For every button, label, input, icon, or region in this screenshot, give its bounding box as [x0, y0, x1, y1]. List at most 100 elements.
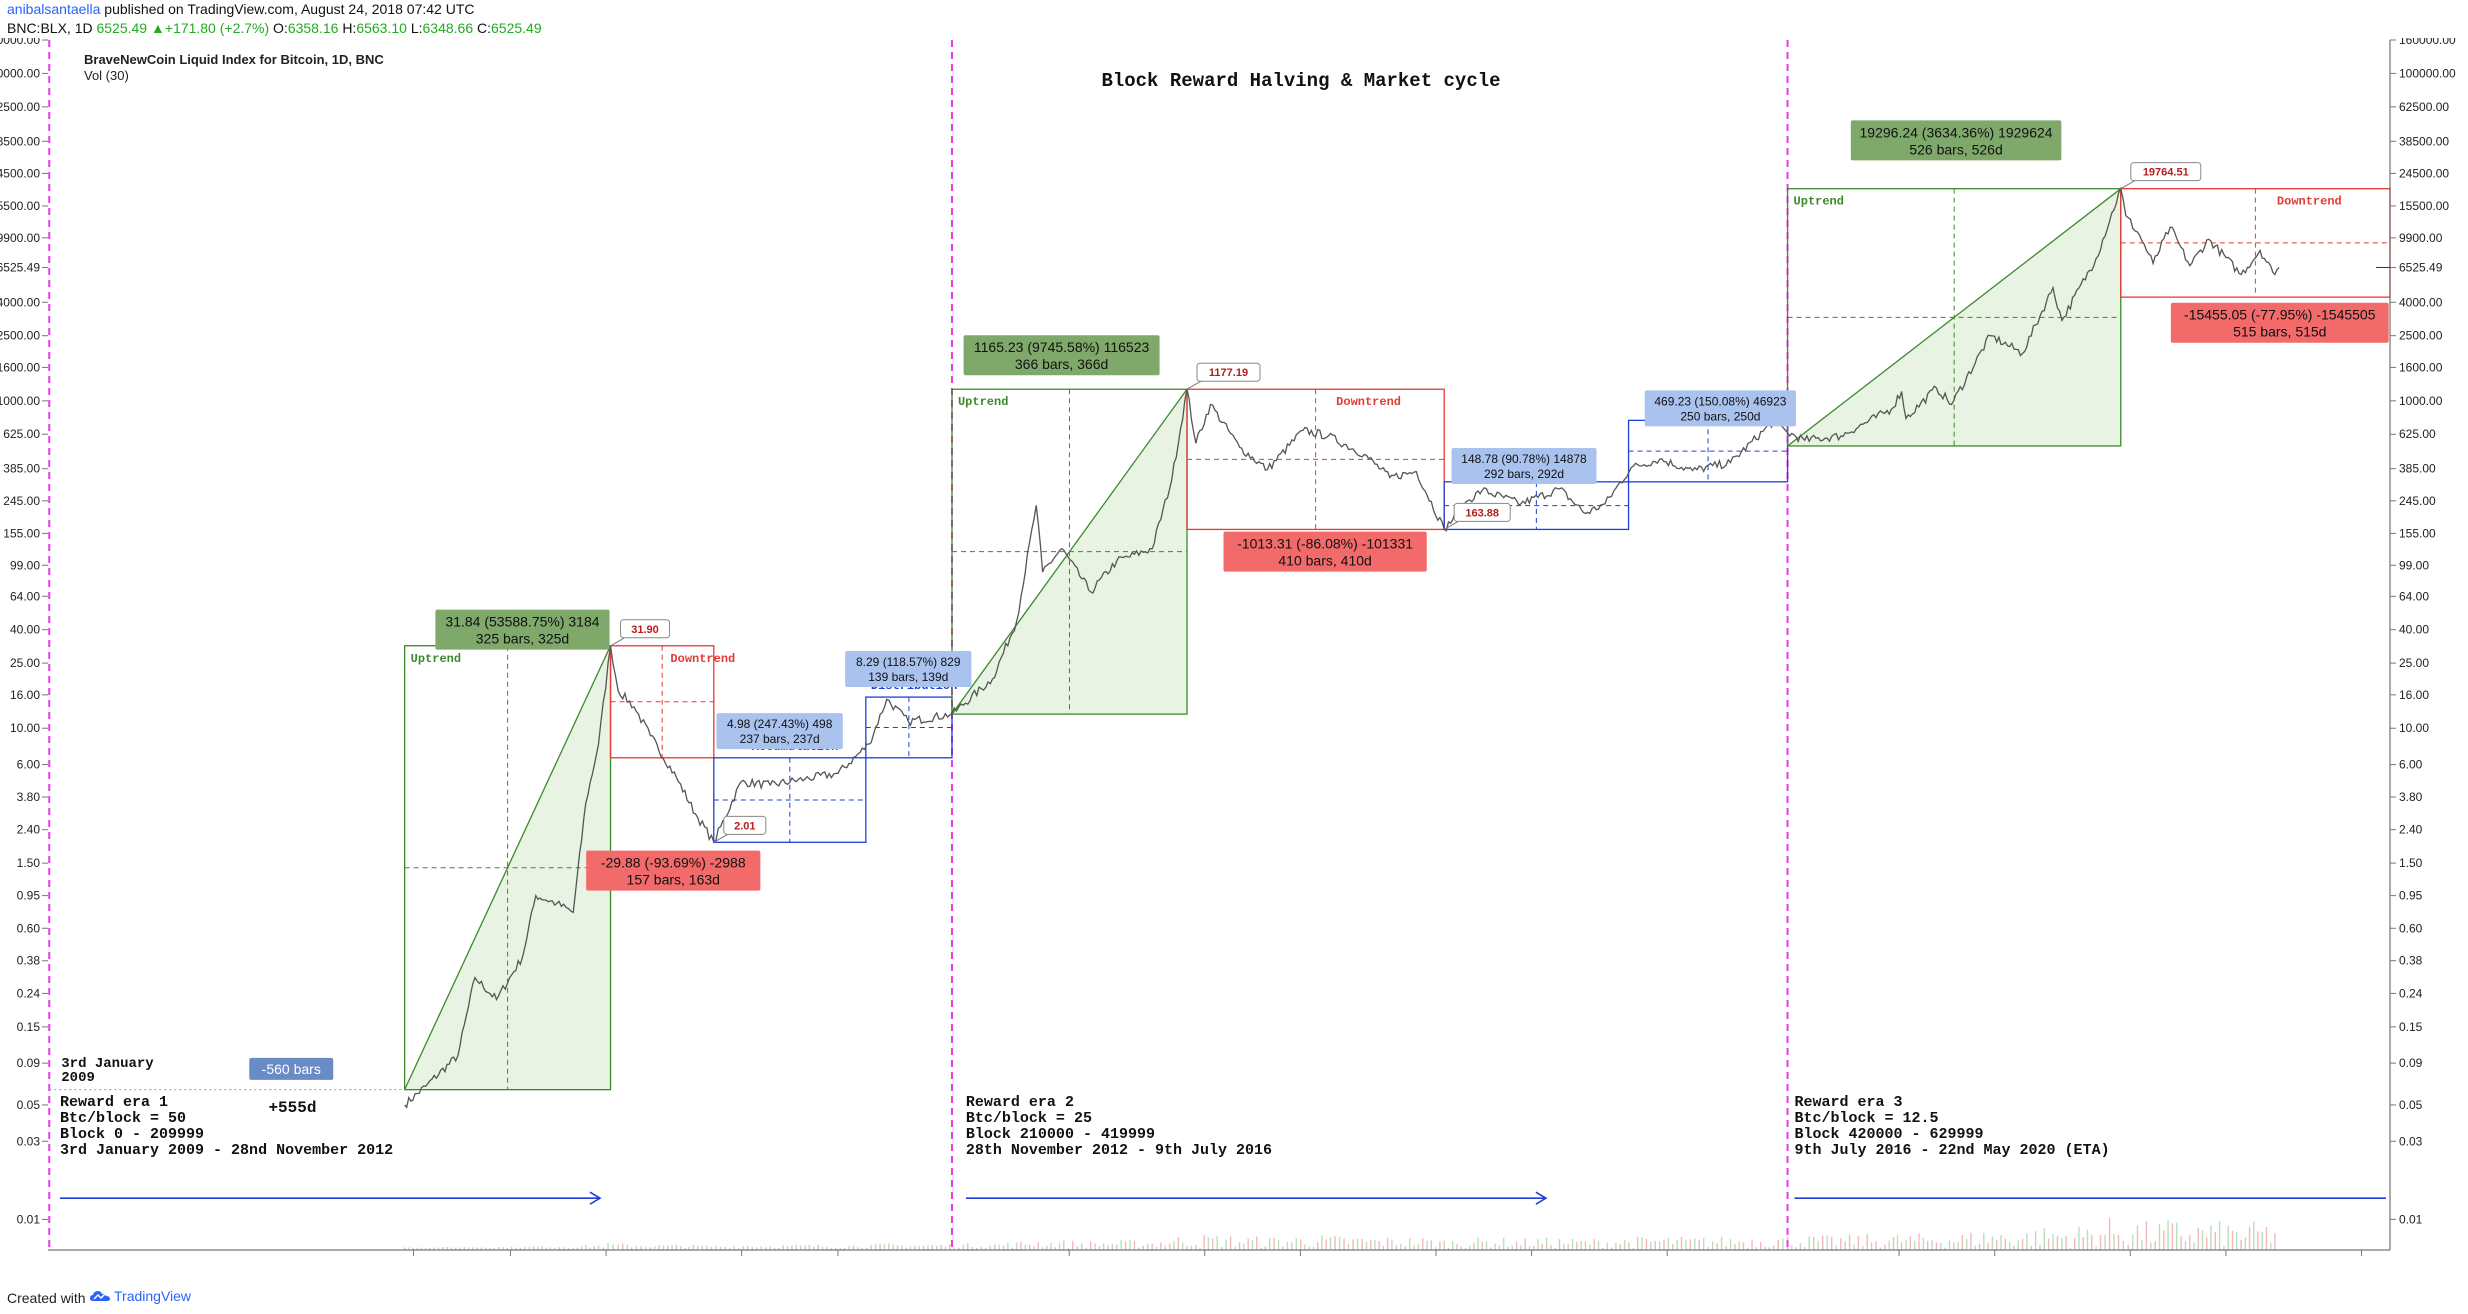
measure-badge-green[interactable]: [963, 335, 1160, 376]
phase-box-up[interactable]: Uptrend: [404, 645, 612, 1091]
reward-era-text: Btc/block = 25: [966, 1110, 1092, 1127]
price-chart[interactable]: UptrendDowntrendAccumulationRecovery/Dis…: [0, 38, 2468, 1258]
y-tick-label-left: 0.24: [17, 986, 41, 1000]
volume-label: Vol (30): [84, 68, 129, 83]
measure-badge-red[interactable]: [2170, 302, 2389, 343]
phase-label: Uptrend: [958, 395, 1008, 409]
y-tick-label-right: 9900.00: [2399, 231, 2443, 245]
measure-badge-label: 8.29 (118.57%) 829: [856, 655, 961, 669]
measure-badge-label: 1165.23 (9745.58%) 116523: [974, 339, 1150, 355]
chart-title: Block Reward Halving & Market cycle: [1101, 70, 1500, 92]
y-tick-label-right: 24500.00: [2399, 166, 2449, 180]
phase-boxes[interactable]: UptrendDowntrendAccumulationRecovery/Dis…: [404, 188, 2391, 1091]
measure-badge-label: 325 bars, 325d: [476, 631, 569, 647]
y-tick-label-right: 3.80: [2399, 790, 2423, 804]
measure-badge-red[interactable]: [586, 850, 761, 891]
measure-badge-label: 237 bars, 237d: [740, 732, 820, 746]
y-tick-label-left: 0.38: [17, 954, 41, 968]
tradingview-cloud-icon: [90, 1291, 110, 1301]
annotations[interactable]: 31.90 2.01 1177.19 163.88 19764.51 31.84 (535…: [49, 120, 2389, 1205]
measure-badge-label: 526 bars, 526d: [1909, 141, 2002, 157]
measure-badge-label: 148.78 (90.78%) 14878: [1461, 452, 1587, 466]
y-tick-label-left: 0.05: [17, 1098, 41, 1112]
y-tick-label-right: 64.00: [2399, 589, 2429, 603]
price-callout[interactable]: [620, 619, 671, 639]
price-callout-label: 19764.51: [2143, 167, 2189, 179]
reward-era-text: Btc/block = 12.5: [1795, 1110, 1939, 1127]
reward-era-text: Btc/block = 50: [60, 1110, 186, 1127]
measure-badge-blue[interactable]: [716, 713, 843, 750]
y-tick-label-right: 0.60: [2399, 921, 2423, 935]
y-tick-label-left: 4000.00: [0, 295, 40, 309]
footer: Created with TradingView: [0, 1284, 2468, 1314]
measure-badge-red[interactable]: [1223, 531, 1427, 572]
y-tick-label-right: 0.09: [2399, 1056, 2423, 1070]
y-tick-label-right: 0.15: [2399, 1020, 2423, 1034]
y-tick-label-left: 155.00: [3, 526, 40, 540]
measure-badge-blue[interactable]: [1644, 390, 1797, 427]
y-tick-label-left: 160000.00: [0, 38, 40, 47]
bars-back-label: -560 bars: [262, 1061, 321, 1077]
y-tick-label-left: 9900.00: [0, 231, 40, 245]
tradingview-brand[interactable]: TradingView: [90, 1288, 191, 1304]
measure-badge-label: 515 bars, 515d: [2233, 324, 2326, 340]
y-tick-label-right: 4000.00: [2399, 295, 2443, 309]
price-callout[interactable]: [1453, 502, 1511, 522]
price-callout-label: 31.90: [631, 624, 659, 636]
y-tick-label-left: 0.15: [17, 1020, 41, 1034]
price-callout[interactable]: [2130, 162, 2202, 182]
price-line: [404, 186, 2280, 1109]
publisher-username[interactable]: anibalsantaella: [7, 1, 101, 17]
price-callout-label: 2.01: [734, 820, 755, 832]
bars-back-badge[interactable]: [249, 1057, 334, 1080]
y-tick-label-left: 245.00: [3, 494, 40, 508]
last-price: 6525.49: [96, 20, 148, 36]
ohlc-line: BNC:BLX, 1D 6525.49 ▲+171.80 (+2.7%) O:6…: [7, 20, 542, 36]
y-tick-label-left: 25.00: [10, 656, 40, 670]
phase-box-up[interactable]: Uptrend: [1786, 188, 2122, 447]
measure-badge-green[interactable]: [435, 609, 610, 650]
close-label: C:: [477, 20, 491, 36]
measure-badge-label: -15455.05 (-77.95%) -1545505: [2184, 307, 2376, 323]
y-tick-label-left: 99.00: [10, 558, 40, 572]
y-tick-label-left: 0.60: [17, 921, 41, 935]
y-tick-label-right: 0.95: [2399, 889, 2423, 903]
price-callout-label: 1177.19: [1209, 367, 1248, 379]
y-tick-label-left: 2500.00: [0, 329, 40, 343]
measure-badge-blue[interactable]: [1451, 447, 1597, 484]
chart-header: anibalsantaella published on TradingView…: [0, 0, 2468, 40]
callout-pointer: [610, 637, 625, 647]
reward-era-text: Block 420000 - 629999: [1795, 1126, 1984, 1143]
y-tick-label-right: 99.00: [2399, 558, 2429, 572]
y-tick-label-right: 100000.00: [2399, 66, 2456, 80]
high-value: 6563.10: [356, 20, 407, 36]
y-tick-label-right: 2.40: [2399, 823, 2423, 837]
y-tick-label-right: 155.00: [2399, 526, 2436, 540]
y-tick-label-left: 24500.00: [0, 166, 40, 180]
measure-badge-label: 292 bars, 292d: [1484, 467, 1564, 481]
volume-bars: [403, 1217, 2276, 1250]
phase-label: Downtrend: [2277, 195, 2342, 209]
measure-badge-blue[interactable]: [845, 651, 972, 688]
phase-label: Downtrend: [1336, 395, 1401, 409]
reward-era-text: 3rd January 2009 - 28nd November 2012: [60, 1142, 393, 1159]
y-tick-label-right: 2500.00: [2399, 329, 2443, 343]
price-callout[interactable]: [723, 815, 767, 835]
measure-badge-green[interactable]: [1850, 120, 2062, 161]
y-tick-label-left: 0.95: [17, 889, 41, 903]
phase-box-up[interactable]: Uptrend: [951, 388, 1188, 715]
y-tick-label-right: 62500.00: [2399, 100, 2449, 114]
y-tick-label-left: 3.80: [17, 790, 41, 804]
phase-label: Uptrend: [1794, 195, 1844, 209]
phase-box-down[interactable]: Downtrend: [1186, 388, 1445, 531]
y-tick-label-left: 0.03: [17, 1134, 41, 1148]
y-tick-label-right: 1600.00: [2399, 360, 2443, 374]
callout-pointer: [2120, 180, 2136, 190]
price-change: +171.80 (+2.7%): [164, 20, 270, 36]
y-tick-label-left: 385.00: [3, 462, 40, 476]
y-tick-label-right: 38500.00: [2399, 134, 2449, 148]
measure-badge-label: 4.98 (247.43%) 498: [727, 717, 833, 731]
open-value: 6358.16: [287, 20, 339, 36]
publisher-line: anibalsantaella published on TradingView…: [7, 1, 475, 17]
price-callout[interactable]: [1196, 362, 1261, 382]
